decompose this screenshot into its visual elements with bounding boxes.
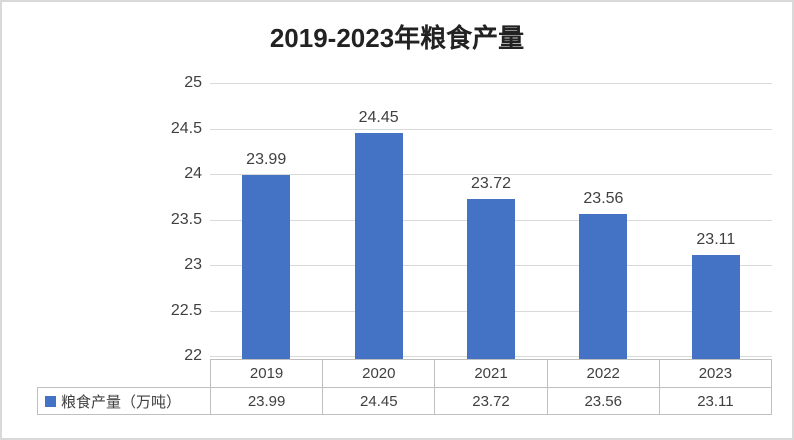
data-table-category-row: 2019 2020 2021 2022 2023: [211, 360, 771, 387]
bar-column-2020: 24.45: [322, 83, 434, 359]
bar-value-label: 24.45: [358, 109, 399, 127]
table-value-cell: 23.99: [247, 392, 286, 410]
legend-swatch-icon: [45, 395, 56, 407]
bar-column-2021: 23.72: [435, 83, 547, 359]
table-category-cell: 2020: [322, 360, 434, 387]
y-tick-label: 23: [184, 256, 202, 273]
plot-area: 23.99 24.45 23.72 23.56 23.11: [210, 83, 772, 359]
legend-cell: 粮食产量（万吨）: [37, 387, 211, 415]
bar-column-2022: 23.56: [547, 83, 659, 359]
table-category-cell: 2023: [658, 360, 771, 387]
data-table: 2019 2020 2021 2022 2023 23.99 24.45 23.72 23.5…: [210, 359, 772, 415]
table-value-cell: 24.45: [322, 388, 434, 414]
legend-series-label: 粮食产量（万吨）: [61, 393, 182, 411]
y-tick-label: 22.5: [170, 301, 202, 319]
y-tick-label: 24: [184, 165, 202, 182]
bars-layer: 23.99 24.45 23.72 23.56 23.11: [210, 83, 772, 359]
table-category-cell: 2021: [434, 360, 546, 387]
table-category-cell: 2022: [546, 360, 659, 387]
y-axis: 25 24.5 24 23.5 23 22.5 22: [122, 74, 206, 364]
bar-column-2023: 23.11: [660, 83, 772, 359]
bar-value-label: 23.72: [470, 175, 512, 193]
bar-2019: [242, 174, 291, 359]
bar-2022: [579, 214, 628, 359]
bar-value-label: 23.56: [583, 190, 624, 208]
table-value-cell: 23.11: [658, 388, 771, 414]
bar-value-label: 23.11: [696, 231, 736, 248]
bar-2020: [354, 133, 403, 359]
bar-column-2019: 23.99: [210, 83, 322, 359]
bar-2023: [691, 255, 740, 359]
table-value-cell: 23.56: [546, 388, 659, 414]
gridline: [210, 174, 772, 175]
bar-value-label: 23.99: [246, 150, 287, 168]
table-value-cell: 23.72: [434, 388, 546, 414]
chart-title: 2019-2023年粮食产量: [269, 23, 525, 53]
gridline: [210, 128, 772, 130]
bar-2021: [467, 199, 516, 359]
table-category-cell: 2019: [249, 365, 284, 382]
y-tick-label: 22: [184, 347, 202, 364]
y-tick-label: 25: [184, 74, 202, 91]
y-tick-label: 23.5: [170, 210, 202, 228]
gridline: [210, 83, 772, 84]
data-table-value-row: 23.99 24.45 23.72 23.56 23.11: [211, 387, 771, 414]
y-tick-label: 24.5: [170, 119, 202, 137]
